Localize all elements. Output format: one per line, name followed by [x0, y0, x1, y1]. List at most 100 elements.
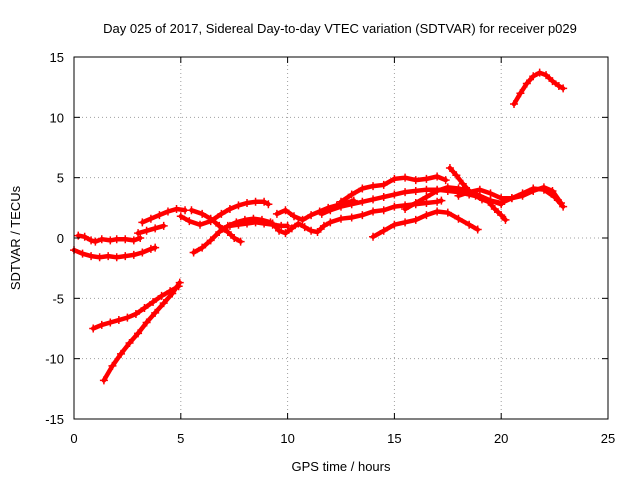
data-point-arc-2-8	[138, 248, 147, 257]
data-point-arc-18-7	[529, 186, 538, 195]
data-point-arc-11-9	[326, 218, 335, 227]
x-tick-label-5: 25	[601, 431, 615, 446]
data-point-arc-7-6	[234, 201, 243, 210]
data-point-arc-3-3	[114, 316, 123, 325]
data-point-arc-15-8	[454, 214, 463, 223]
chart-title: Day 025 of 2017, Sidereal Day-to-day VTE…	[103, 21, 577, 36]
data-point-arc-11-0	[268, 219, 277, 228]
data-point-arc-6-1	[142, 226, 151, 235]
series-arc-14	[337, 172, 450, 206]
data-point-arc-3-2	[106, 318, 115, 327]
series-arc-15	[369, 207, 482, 241]
data-point-arc-18-3	[486, 189, 495, 198]
data-point-arc-10-3	[251, 218, 260, 227]
data-point-arc-11-7	[313, 227, 322, 236]
data-point-arc-5-0	[138, 218, 147, 227]
data-point-arc-17-6	[484, 197, 493, 206]
data-point-arc-1-4	[97, 235, 106, 244]
series-arc-19	[510, 68, 568, 109]
data-point-arc-11-4	[294, 219, 303, 228]
data-point-arc-10-1	[234, 220, 243, 229]
data-point-arc-7-4	[217, 209, 226, 218]
series-arc-8	[187, 206, 245, 246]
data-point-arc-11-14	[379, 206, 388, 215]
data-point-arc-11-3	[287, 224, 296, 233]
data-point-arc-8-0	[187, 206, 196, 215]
data-point-arc-13-0	[317, 209, 326, 218]
data-point-arc-11-6	[307, 226, 316, 235]
data-point-arc-14-8	[422, 174, 431, 183]
data-point-arc-14-1	[347, 190, 356, 199]
data-point-arc-2-1	[78, 249, 87, 258]
data-point-arc-11-5	[300, 223, 309, 232]
data-point-arc-15-5	[422, 211, 431, 220]
data-point-arc-19-5	[542, 71, 551, 80]
data-point-arc-18-4	[497, 194, 506, 203]
y-tick-label-5: 10	[50, 110, 64, 125]
data-point-arc-1-9	[136, 234, 145, 242]
series-arc-2	[70, 243, 160, 262]
data-point-arc-1-8	[129, 236, 138, 245]
series-arc-16	[401, 183, 506, 214]
data-point-arc-17-1	[452, 171, 461, 180]
series-arc-3	[89, 282, 183, 333]
data-point-arc-15-3	[401, 218, 410, 227]
data-point-arc-15-10	[473, 225, 482, 234]
data-point-arc-9-1	[198, 243, 207, 252]
data-point-arc-4-9	[175, 278, 184, 287]
x-tick-label-3: 15	[387, 431, 401, 446]
data-point-arc-17-0	[445, 164, 454, 173]
series-arc-7	[176, 197, 273, 229]
data-point-arc-11-15	[390, 202, 399, 211]
data-point-arc-15-4	[411, 215, 420, 224]
y-axis-title: SDTVAR / TECUs	[8, 185, 23, 290]
data-point-arc-13-5	[369, 195, 378, 204]
data-point-arc-3-8	[157, 291, 166, 300]
data-point-arc-17-5	[477, 195, 486, 204]
data-point-arc-4-5	[142, 318, 151, 327]
data-point-arc-1-3	[91, 237, 100, 246]
data-point-arc-6-2	[151, 224, 160, 233]
series-arc-4	[99, 278, 184, 385]
data-point-arc-10-2	[243, 219, 252, 228]
data-point-arc-16-2	[422, 192, 431, 201]
data-point-arc-3-4	[123, 313, 132, 322]
data-point-arc-11-2	[281, 229, 290, 238]
data-point-arc-3-5	[131, 310, 140, 319]
data-point-arc-13-9	[411, 186, 420, 195]
data-point-arc-15-2	[390, 220, 399, 229]
y-tick-label-2: -5	[52, 291, 64, 306]
data-point-arc-9-0	[189, 248, 198, 257]
data-point-arc-5-4	[172, 205, 181, 214]
data-point-arc-14-9	[433, 172, 442, 181]
data-point-arc-11-1	[275, 226, 284, 235]
data-point-arc-18-0	[454, 191, 463, 200]
data-point-arc-2-6	[121, 252, 130, 261]
data-point-arc-1-7	[121, 235, 130, 244]
data-point-arc-2-7	[129, 250, 138, 259]
series-line-arc-19	[511, 70, 566, 107]
data-point-arc-7-8	[251, 197, 260, 206]
data-point-arc-19-6	[548, 77, 557, 86]
data-point-arc-12-0	[272, 209, 281, 218]
data-point-arc-7-5	[225, 205, 234, 214]
data-point-arc-12-3	[298, 215, 307, 224]
series-arc-17	[445, 164, 510, 224]
data-point-arc-15-1	[379, 226, 388, 235]
data-point-arc-14-2	[358, 184, 367, 193]
data-point-arc-16-4	[443, 183, 452, 192]
data-point-arc-19-4	[535, 68, 544, 77]
data-point-arc-18-6	[518, 191, 527, 200]
data-point-arc-8-1	[198, 209, 207, 218]
data-point-arc-17-4	[471, 191, 480, 200]
data-point-arc-4-4	[134, 329, 143, 338]
series-line-arc-1	[76, 233, 143, 244]
data-point-arc-2-9	[146, 244, 155, 253]
y-tick-label-4: 5	[57, 171, 64, 186]
data-point-arc-2-3	[95, 253, 104, 262]
data-point-arc-18-9	[548, 186, 557, 195]
series-line-arc-3	[90, 284, 181, 331]
x-tick-label-4: 20	[494, 431, 508, 446]
data-point-arc-18-5	[507, 194, 516, 203]
